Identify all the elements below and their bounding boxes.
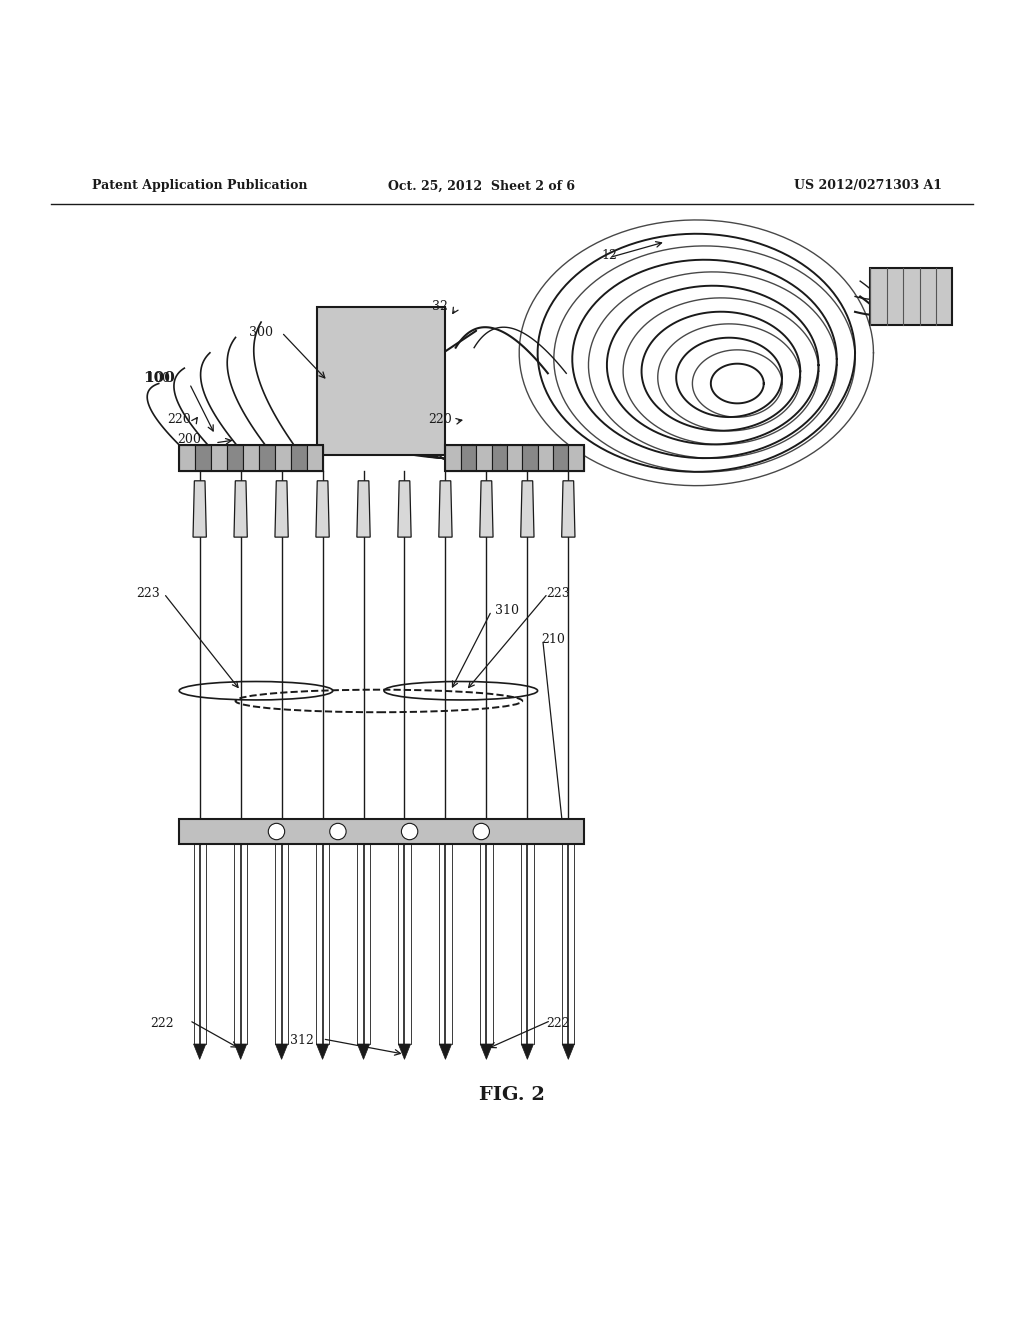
Polygon shape: [291, 445, 306, 470]
Polygon shape: [274, 445, 291, 470]
Text: 100: 100: [142, 371, 175, 385]
Polygon shape: [479, 480, 494, 537]
Polygon shape: [522, 445, 538, 470]
Polygon shape: [179, 818, 584, 845]
Text: 310: 310: [495, 605, 519, 618]
Text: 100: 100: [146, 372, 171, 385]
Polygon shape: [398, 1044, 411, 1060]
Polygon shape: [492, 445, 507, 470]
Polygon shape: [553, 445, 568, 470]
Text: 222: 222: [546, 1016, 570, 1030]
Polygon shape: [274, 480, 289, 537]
Text: FIG. 2: FIG. 2: [479, 1086, 545, 1105]
Polygon shape: [445, 445, 461, 470]
Polygon shape: [275, 1044, 288, 1060]
Polygon shape: [870, 268, 952, 325]
Polygon shape: [397, 480, 412, 537]
Polygon shape: [193, 480, 207, 537]
Polygon shape: [196, 445, 211, 470]
Text: Oct. 25, 2012  Sheet 2 of 6: Oct. 25, 2012 Sheet 2 of 6: [388, 180, 574, 193]
Text: 210: 210: [541, 634, 565, 645]
Text: 32: 32: [432, 300, 449, 313]
Polygon shape: [357, 480, 371, 537]
Polygon shape: [317, 306, 445, 455]
Text: 300: 300: [249, 326, 273, 339]
Polygon shape: [233, 480, 248, 537]
Text: 312: 312: [290, 1035, 314, 1048]
Polygon shape: [227, 445, 243, 470]
Polygon shape: [211, 445, 227, 470]
Text: 220: 220: [428, 413, 453, 426]
Polygon shape: [521, 480, 535, 537]
Polygon shape: [507, 445, 522, 470]
Polygon shape: [194, 1044, 206, 1060]
Polygon shape: [439, 1044, 452, 1060]
Polygon shape: [461, 445, 476, 470]
Circle shape: [268, 824, 285, 840]
Polygon shape: [316, 1044, 329, 1060]
Polygon shape: [316, 480, 330, 537]
Polygon shape: [521, 1044, 534, 1060]
Text: 220: 220: [167, 413, 191, 426]
Polygon shape: [259, 445, 274, 470]
Polygon shape: [306, 445, 323, 470]
Polygon shape: [357, 1044, 370, 1060]
Text: US 2012/0271303 A1: US 2012/0271303 A1: [794, 180, 942, 193]
Polygon shape: [234, 1044, 247, 1060]
Polygon shape: [538, 445, 553, 470]
Text: Patent Application Publication: Patent Application Publication: [92, 180, 307, 193]
Circle shape: [473, 824, 489, 840]
Text: 222: 222: [150, 1016, 174, 1030]
Polygon shape: [562, 1044, 574, 1060]
Text: 223: 223: [136, 587, 161, 599]
Polygon shape: [243, 445, 259, 470]
Text: 12: 12: [601, 249, 617, 261]
Circle shape: [401, 824, 418, 840]
Polygon shape: [439, 480, 453, 537]
Polygon shape: [568, 445, 584, 470]
Polygon shape: [179, 445, 196, 470]
Text: 200: 200: [177, 433, 202, 446]
Polygon shape: [480, 1044, 493, 1060]
Circle shape: [330, 824, 346, 840]
Polygon shape: [562, 480, 575, 537]
Polygon shape: [476, 445, 492, 470]
Text: 223: 223: [546, 587, 570, 599]
